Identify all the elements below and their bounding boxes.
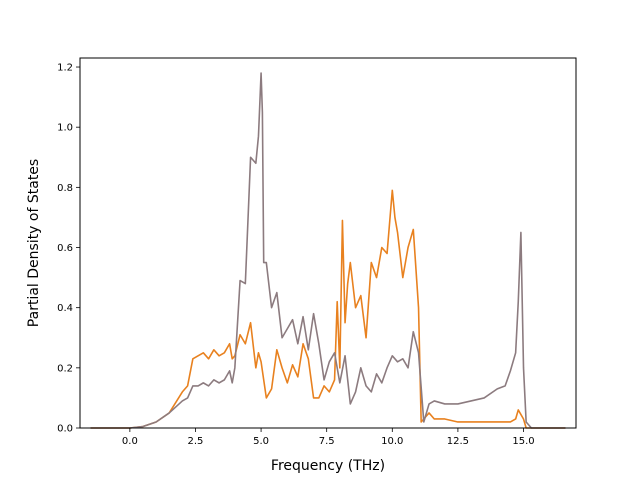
x-tick-label: 7.5 — [319, 436, 335, 447]
series-line-1 — [90, 189, 566, 429]
x-axis-ticks: 0.0 2.5 5.0 7.5 10.0 12.5 15.0 — [122, 428, 535, 447]
series-line-2 — [90, 72, 566, 429]
y-tick-label: 0.8 — [57, 183, 73, 194]
y-tick-label: 0.0 — [57, 424, 73, 435]
y-tick-label: 0.4 — [57, 303, 73, 314]
x-tick-label: 10.0 — [381, 436, 403, 447]
plot-frame — [79, 57, 577, 429]
y-axis-ticks: 0.0 0.2 0.4 0.6 0.8 1.0 1.2 — [57, 63, 80, 435]
y-tick-label: 1.0 — [57, 123, 73, 134]
y-tick-label: 0.6 — [57, 243, 73, 254]
x-tick-label: 2.5 — [188, 436, 204, 447]
y-axis-title: Partial Density of States — [26, 159, 42, 327]
y-tick-label: 1.2 — [57, 63, 73, 74]
x-axis-title: Frequency (THz) — [271, 458, 385, 474]
x-tick-label: 15.0 — [512, 436, 534, 447]
x-tick-label: 12.5 — [447, 436, 469, 447]
x-tick-label: 5.0 — [253, 436, 269, 447]
y-tick-label: 0.2 — [57, 363, 73, 374]
plot-lines — [90, 72, 566, 429]
x-tick-label: 0.0 — [122, 436, 138, 447]
